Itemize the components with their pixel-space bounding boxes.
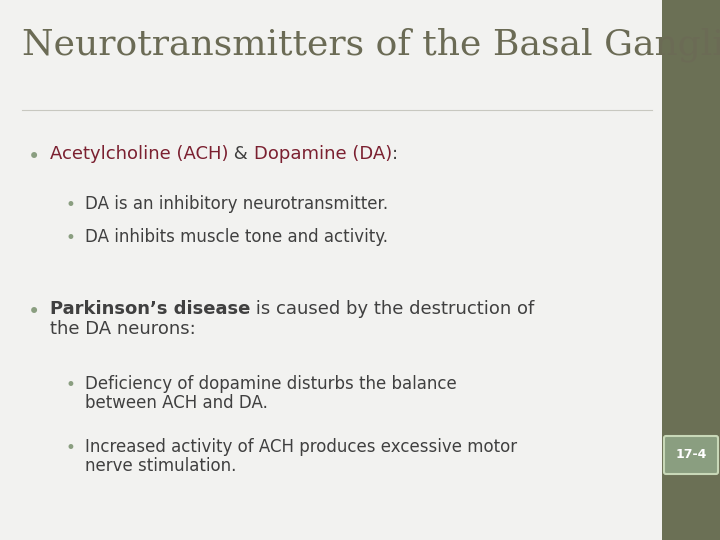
FancyBboxPatch shape [664, 436, 718, 474]
Text: •: • [65, 196, 75, 214]
Text: between ACH and DA.: between ACH and DA. [85, 394, 268, 411]
Text: 17-4: 17-4 [675, 449, 707, 462]
Text: Dopamine (DA): Dopamine (DA) [254, 145, 392, 163]
Text: •: • [28, 302, 40, 322]
Text: Deficiency of dopamine disturbs the balance: Deficiency of dopamine disturbs the bala… [85, 375, 456, 393]
Text: •: • [65, 439, 75, 457]
Text: Neurotransmitters of the Basal Ganglia: Neurotransmitters of the Basal Ganglia [22, 28, 720, 63]
Text: •: • [65, 229, 75, 247]
Text: •: • [28, 147, 40, 167]
Text: &: & [228, 145, 254, 163]
Text: :: : [392, 145, 398, 163]
Text: •: • [65, 376, 75, 394]
Bar [662, 0, 720, 540]
Text: DA is an inhibitory neurotransmitter.: DA is an inhibitory neurotransmitter. [85, 195, 388, 213]
Text: DA inhibits muscle tone and activity.: DA inhibits muscle tone and activity. [85, 228, 388, 246]
Text: is caused by the destruction of: is caused by the destruction of [251, 300, 535, 318]
Text: Increased activity of ACH produces excessive motor: Increased activity of ACH produces exces… [85, 438, 517, 456]
Text: the DA neurons:: the DA neurons: [50, 320, 196, 338]
Text: Parkinson’s disease: Parkinson’s disease [50, 300, 251, 318]
Text: Acetylcholine (ACH): Acetylcholine (ACH) [50, 145, 228, 163]
Text: nerve stimulation.: nerve stimulation. [85, 457, 236, 475]
